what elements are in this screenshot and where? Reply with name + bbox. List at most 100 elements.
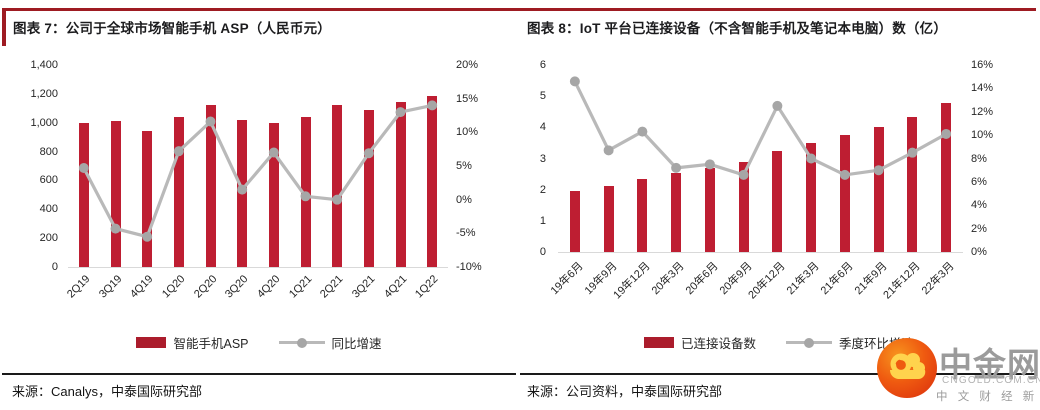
line-point (332, 194, 343, 205)
cngold-cloud-icon (876, 337, 938, 399)
legend-line-swatch (786, 337, 832, 348)
bar (738, 161, 749, 252)
y-axis-tick-right: -10% (456, 261, 482, 273)
y-axis-tick-right: 4% (971, 199, 987, 212)
line-point (78, 163, 89, 174)
logo-domain-text: CNGOLD.COM.CN (942, 375, 1040, 386)
y-axis-tick-right: -5% (456, 227, 476, 240)
bar (395, 101, 406, 267)
header-rule (2, 8, 1036, 11)
line-point (110, 223, 121, 234)
y-axis-tick-right: 6% (971, 175, 987, 188)
legend-bar-swatch (643, 337, 674, 348)
y-axis-tick-right: 2% (971, 222, 987, 235)
line-point (704, 159, 715, 170)
line-point (427, 100, 438, 111)
line-point (941, 128, 952, 139)
chart-title: 图表 7：公司于全球市场智能手机 ASP（人民币元） (13, 21, 331, 36)
bar (363, 109, 374, 267)
y-axis-tick-right: 20% (456, 59, 479, 71)
y-axis-tick-left: 1 (539, 214, 546, 227)
y-axis-tick-left: 6 (539, 59, 546, 71)
y-axis-tick-left: 400 (39, 203, 58, 216)
y-axis-tick-left: 5 (539, 90, 546, 103)
bar (603, 185, 614, 252)
legend-bar-swatch (136, 337, 167, 348)
legend-item-bar: 智能手机ASP (136, 333, 249, 352)
line-point (363, 148, 374, 159)
y-axis-tick-left: 600 (39, 174, 58, 187)
line-point (738, 169, 749, 180)
legend: 智能手机ASP 同比增速 (0, 333, 518, 352)
chart-panel-iot-devices: 图表 8：IoT 平台已连接设备（不含智能手机及笔记本电脑）数（亿） 6 5 4 3 2… (518, 0, 1040, 410)
chart-panel-smartphone-asp: 图表 7：公司于全球市场智能手机 ASP（人民币元） 1,400 1,200 1,0… (0, 0, 518, 410)
bar (427, 96, 438, 267)
growth-line (569, 76, 952, 180)
plot-area (68, 65, 448, 268)
y-axis-tick-left: 200 (39, 232, 58, 245)
line-point (237, 184, 248, 195)
y-axis-tick-right: 12% (971, 105, 994, 118)
bar (671, 173, 682, 252)
legend-label: 已连接设备数 (680, 337, 756, 351)
legend-line-marker (296, 337, 307, 348)
logo-brand-text: 中金网 (939, 346, 1040, 383)
line-point (395, 107, 406, 118)
bar (78, 122, 89, 267)
line-point (873, 165, 884, 176)
bar (268, 122, 279, 267)
legend-label: 智能手机ASP (173, 337, 249, 351)
plot-area (558, 65, 963, 253)
legend-line-marker (804, 337, 814, 348)
legend-item-bar: 已连接设备数 (643, 333, 756, 352)
line-point (839, 169, 850, 180)
y-axis-tick-right: 15% (456, 92, 479, 105)
title-accent-bar (2, 8, 6, 46)
bar (941, 103, 952, 252)
y-axis-tick-left: 1,400 (30, 59, 58, 71)
line-point (772, 100, 783, 111)
y-axis-tick-right: 5% (456, 160, 472, 172)
bar (142, 131, 153, 267)
y-axis-tick-left: 3 (539, 152, 546, 165)
bar (907, 116, 918, 252)
bar (806, 142, 817, 252)
legend-item-line: 同比增速 (278, 333, 382, 352)
line-point (142, 231, 153, 242)
y-axis-tick-left: 1,200 (30, 87, 58, 100)
y-axis-tick-right: 16% (971, 59, 994, 71)
legend-line-swatch (278, 337, 325, 348)
line-point (173, 146, 184, 157)
line-point (603, 145, 614, 156)
y-axis-tick-right: 0% (971, 246, 987, 258)
chart-title: 图表 8：IoT 平台已连接设备（不含智能手机及笔记本电脑）数（亿） (527, 21, 948, 36)
bar (873, 127, 884, 252)
source-note: 来源：Canalys，中泰国际研究部 (12, 384, 202, 399)
line-point (806, 153, 817, 164)
bar (704, 167, 715, 252)
bar (569, 190, 580, 252)
y-axis-tick-right: 10% (456, 126, 479, 139)
line-point (205, 116, 216, 127)
line-point (637, 126, 648, 137)
source-divider (2, 373, 516, 375)
bar (332, 105, 343, 267)
y-axis-tick-left: 2 (539, 183, 546, 196)
growth-line (78, 100, 438, 242)
line-point (569, 76, 580, 87)
bar (110, 121, 121, 267)
bar (205, 105, 216, 267)
bar (772, 150, 783, 252)
logo-tagline-text: 中 文 财 经 新 媒 体 (936, 391, 1040, 403)
y-axis-tick-left: 0 (539, 246, 546, 258)
line-point (671, 162, 682, 173)
cngold-watermark-logo: 中金网 CNGOLD.COM.CN 中 文 财 经 新 媒 体 (876, 335, 1040, 407)
y-axis-tick-left: 0 (51, 261, 58, 273)
legend-label: 同比增速 (331, 337, 382, 351)
bar (839, 135, 850, 252)
bar (637, 178, 648, 252)
y-axis-tick-right: 8% (971, 152, 987, 165)
source-note: 来源：公司资料，中泰国际研究部 (527, 384, 723, 399)
y-axis-tick-right: 10% (971, 129, 994, 142)
